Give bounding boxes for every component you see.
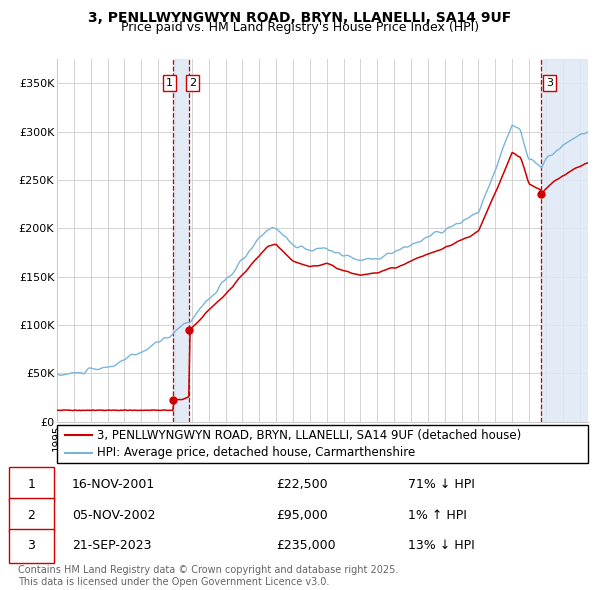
Text: HPI: Average price, detached house, Carmarthenshire: HPI: Average price, detached house, Carm… — [97, 446, 415, 459]
Text: Contains HM Land Registry data © Crown copyright and database right 2025.
This d: Contains HM Land Registry data © Crown c… — [18, 565, 398, 587]
Text: 3, PENLLWYNGWYN ROAD, BRYN, LLANELLI, SA14 9UF: 3, PENLLWYNGWYN ROAD, BRYN, LLANELLI, SA… — [88, 11, 512, 25]
Text: 16-NOV-2001: 16-NOV-2001 — [72, 478, 155, 491]
Text: £235,000: £235,000 — [276, 539, 335, 552]
Text: 2: 2 — [189, 78, 196, 88]
Bar — [541, 59, 588, 422]
Text: 71% ↓ HPI: 71% ↓ HPI — [408, 478, 475, 491]
Text: 13% ↓ HPI: 13% ↓ HPI — [408, 539, 475, 552]
Text: 3: 3 — [546, 78, 553, 88]
Text: 2: 2 — [28, 509, 35, 522]
Text: 3, PENLLWYNGWYN ROAD, BRYN, LLANELLI, SA14 9UF (detached house): 3, PENLLWYNGWYN ROAD, BRYN, LLANELLI, SA… — [97, 429, 521, 442]
Text: Price paid vs. HM Land Registry's House Price Index (HPI): Price paid vs. HM Land Registry's House … — [121, 21, 479, 34]
Text: 1: 1 — [166, 78, 173, 88]
Text: 1: 1 — [28, 478, 35, 491]
Text: £22,500: £22,500 — [276, 478, 328, 491]
Text: 3: 3 — [28, 539, 35, 552]
Text: 1% ↑ HPI: 1% ↑ HPI — [408, 509, 467, 522]
Text: 21-SEP-2023: 21-SEP-2023 — [72, 539, 151, 552]
Text: £95,000: £95,000 — [276, 509, 328, 522]
Bar — [173, 59, 189, 422]
Text: 05-NOV-2002: 05-NOV-2002 — [72, 509, 155, 522]
